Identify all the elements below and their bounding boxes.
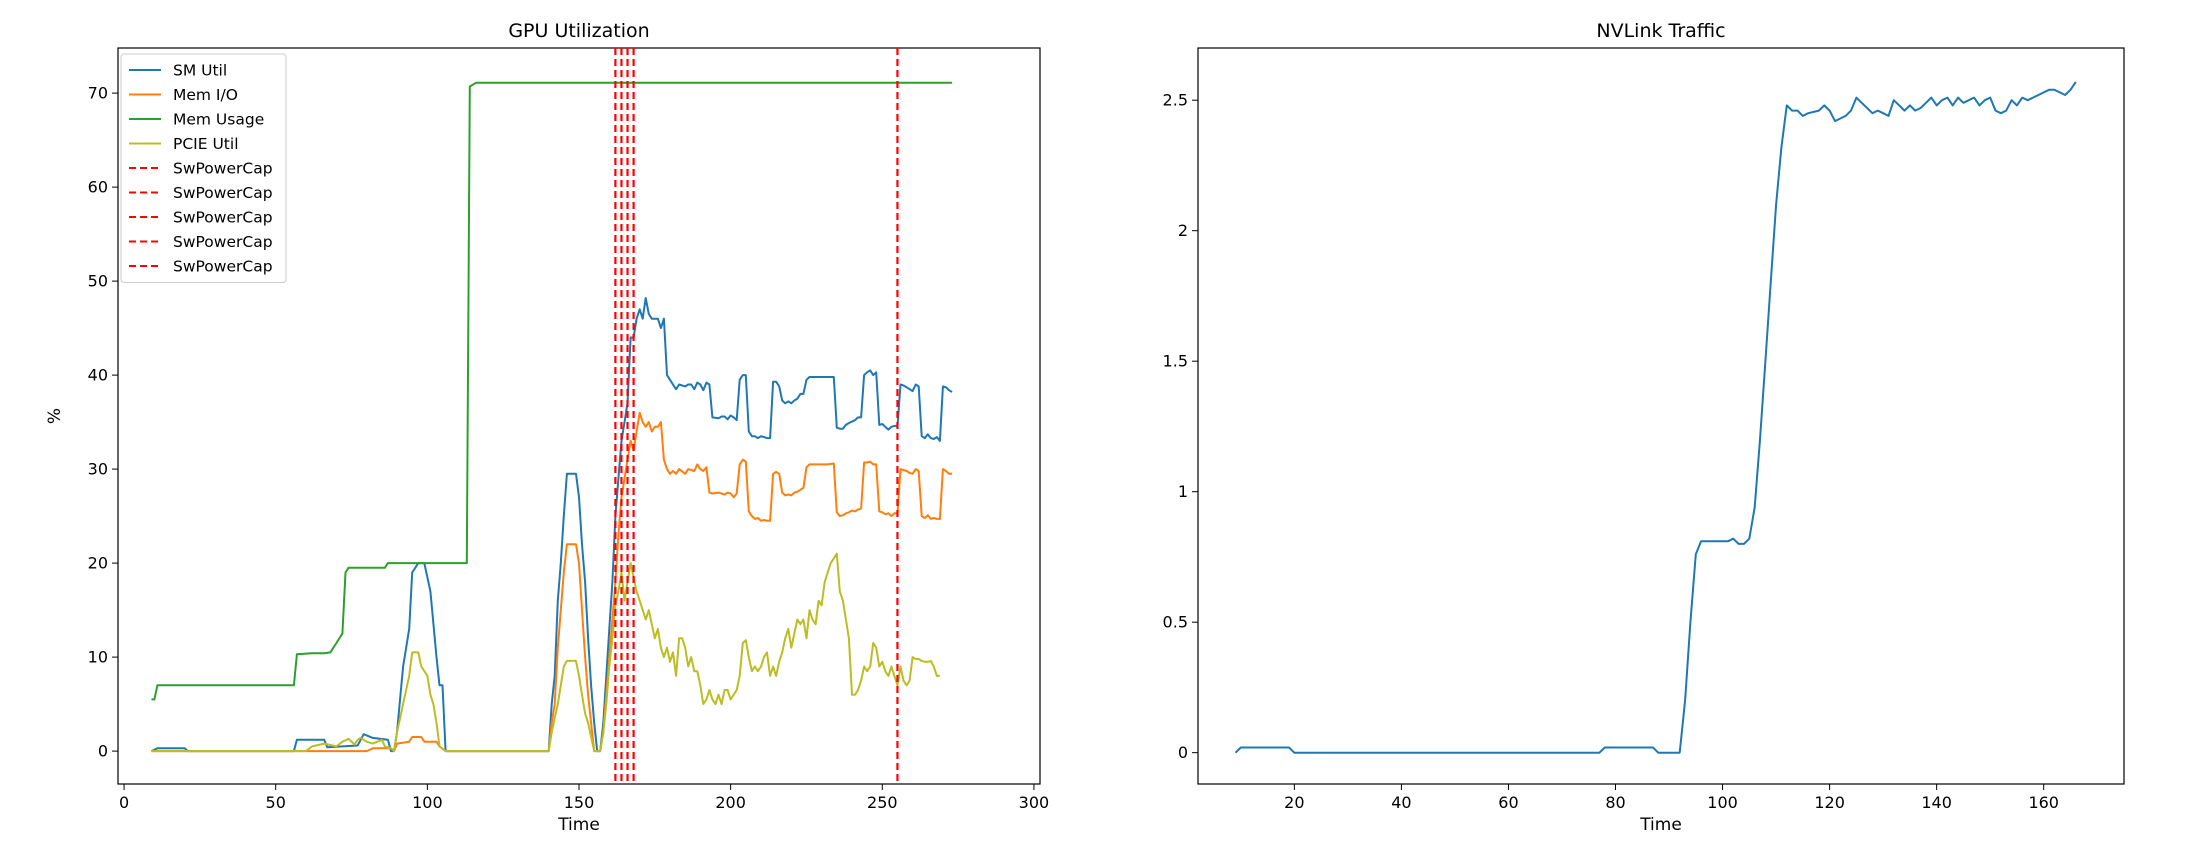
x-tick-label: 200 — [715, 793, 746, 812]
x-tick-label: 40 — [1391, 793, 1411, 812]
y-tick-label: 50 — [88, 272, 108, 291]
x-tick-label: 60 — [1498, 793, 1518, 812]
y-tick-label: 30 — [88, 460, 108, 479]
x-tick-label: 300 — [1019, 793, 1050, 812]
nvlink-traffic-x-axis-label: Time — [1639, 815, 1682, 835]
legend-entry-label: SM Util — [173, 62, 227, 80]
x-tick-label: 120 — [1814, 793, 1845, 812]
y-tick-label: 2.5 — [1163, 91, 1188, 110]
series-line-sm-util — [150, 297, 953, 753]
y-tick-label: 0 — [1178, 743, 1188, 762]
gpu-utilization-y-axis-label: % — [45, 408, 65, 424]
legend-entry-label: PCIE Util — [173, 135, 239, 153]
series-line-nvlink-traffic — [1234, 81, 2077, 754]
series-line-mem-usage — [151, 81, 952, 701]
x-tick-label: 50 — [266, 793, 286, 812]
legend-entry-label: Mem I/O — [173, 86, 238, 104]
x-tick-label: 100 — [1707, 793, 1738, 812]
x-tick-label: 250 — [867, 793, 898, 812]
y-tick-label: 1 — [1178, 482, 1188, 501]
nvlink-traffic-title: NVLink Traffic — [1596, 20, 1725, 42]
y-tick-label: 2 — [1178, 221, 1188, 240]
legend-entry-label: SwPowerCap — [173, 258, 273, 276]
y-tick-label: 60 — [88, 178, 108, 197]
nvlink-traffic-x-ticks: 20 40 60 80 100 120 140 160 — [1284, 784, 2059, 812]
legend-entry-label: SwPowerCap — [173, 233, 273, 251]
x-tick-label: 150 — [564, 793, 595, 812]
y-tick-label: 40 — [88, 366, 108, 385]
series-line-pcie-util — [151, 552, 940, 753]
y-tick-label: 1.5 — [1163, 352, 1188, 371]
legend-entry-label: Mem Usage — [173, 111, 264, 129]
nvlink-traffic-chart: 20 40 60 80 100 120 140 160 0 0.5 1 1.5 2 2.5 NVLink… — [1163, 20, 2125, 835]
gpu-utilization-x-axis-label: Time — [557, 815, 600, 835]
x-tick-label: 140 — [1921, 793, 1952, 812]
x-tick-label: 160 — [2028, 793, 2059, 812]
x-tick-label: 100 — [412, 793, 443, 812]
legend-entry-label: SwPowerCap — [173, 209, 273, 227]
gpu-utilization-x-ticks: 0 50 100 150 200 250 300 — [119, 784, 1049, 812]
y-tick-label: 10 — [88, 648, 108, 667]
nvlink-traffic-y-ticks: 0 0.5 1 1.5 2 2.5 — [1163, 91, 1198, 762]
gpu-utilization-legend: SM Util Mem I/O Mem Usage PCIE Util SwPowerC… — [120, 53, 287, 283]
gpu-utilization-chart: 0 50 100 150 200 250 300 0 10 20 30 40 50 60 70 GPU U… — [45, 20, 1049, 835]
legend-box — [120, 53, 287, 283]
series-line-mem-i-o — [151, 411, 952, 753]
nvlink-traffic-plot-frame — [1197, 47, 2125, 785]
gpu-utilization-series-layer — [150, 81, 953, 753]
y-tick-label: 20 — [88, 554, 108, 573]
nvlink-traffic-series-layer — [1234, 81, 2077, 754]
y-tick-label: 0.5 — [1163, 613, 1188, 632]
x-tick-label: 20 — [1284, 793, 1304, 812]
gpu-utilization-title: GPU Utilization — [508, 20, 649, 42]
legend-entry-label: SwPowerCap — [173, 184, 273, 202]
legend-entry-label: SwPowerCap — [173, 160, 273, 178]
y-tick-label: 0 — [98, 742, 108, 761]
y-tick-label: 70 — [88, 84, 108, 103]
gpu-utilization-y-ticks: 0 10 20 30 40 50 60 70 — [88, 84, 118, 761]
x-tick-label: 80 — [1605, 793, 1625, 812]
x-tick-label: 0 — [119, 793, 129, 812]
gpu-utilization-event-lines — [614, 48, 899, 784]
